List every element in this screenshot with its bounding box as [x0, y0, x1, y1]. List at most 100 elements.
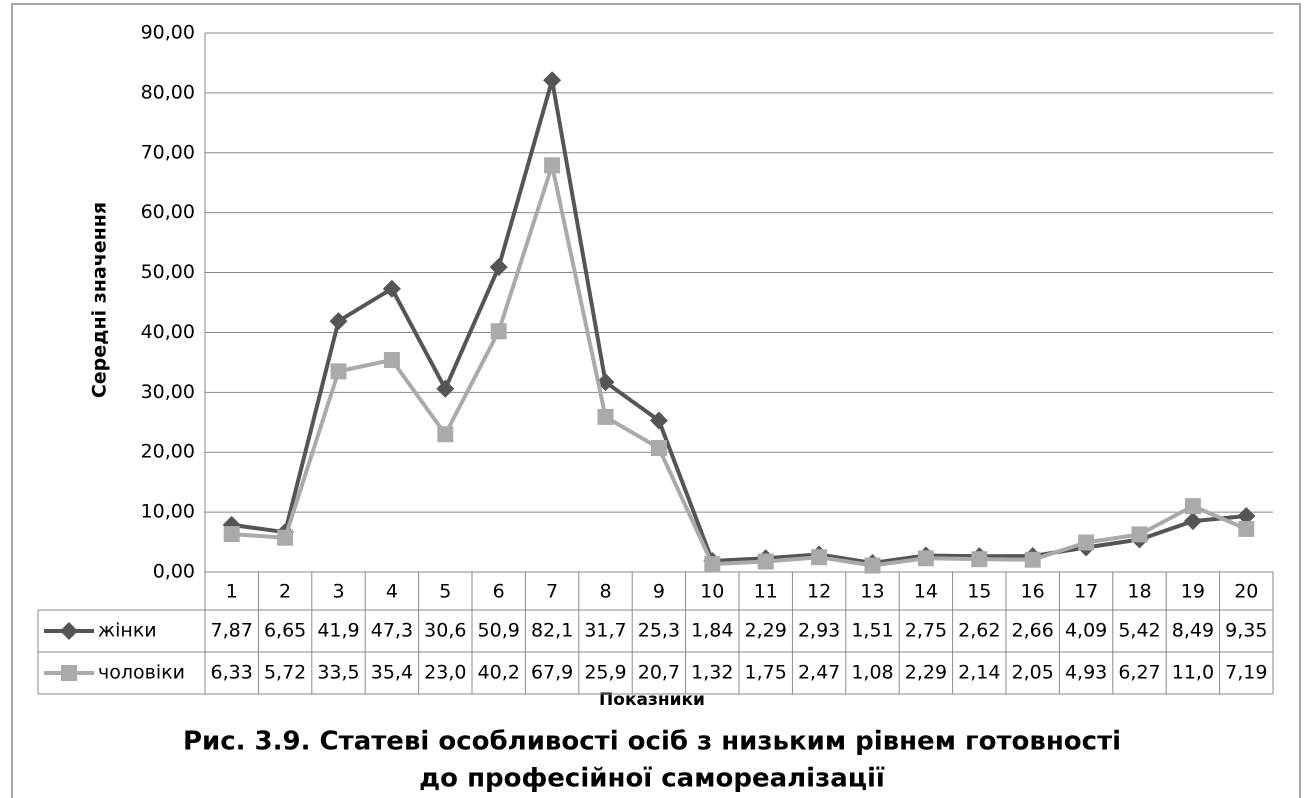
series-line — [231, 78, 1247, 565]
marker — [757, 553, 774, 570]
marker — [382, 279, 401, 298]
data-label: 41,9 — [317, 620, 359, 642]
x-tick-label: 7 — [546, 581, 558, 603]
y-tick-label: 0,00 — [153, 561, 195, 583]
y-tick-label: 90,00 — [141, 22, 195, 44]
marker — [383, 351, 400, 368]
legend-label: жінки — [98, 620, 157, 642]
x-tick-label: 12 — [807, 581, 831, 603]
marker — [971, 551, 988, 568]
marker — [917, 550, 934, 567]
data-label: 25,3 — [638, 620, 680, 642]
x-tick-label: 13 — [860, 581, 884, 603]
x-axis-label: Показники — [599, 690, 705, 710]
y-tick-label: 50,00 — [141, 261, 195, 283]
x-tick-label: 17 — [1074, 581, 1098, 603]
x-tick-label: 9 — [653, 581, 665, 603]
marker — [864, 557, 881, 574]
data-label: 23,0 — [424, 662, 466, 684]
data-label: 7,19 — [1225, 662, 1267, 684]
y-tick-label: 30,00 — [141, 381, 195, 403]
marker — [543, 71, 562, 90]
x-tick-label: 15 — [967, 581, 991, 603]
data-label: 50,9 — [478, 620, 520, 642]
data-label: 5,42 — [1118, 620, 1160, 642]
marker — [1024, 551, 1041, 568]
data-label: 82,1 — [531, 620, 573, 642]
marker — [277, 529, 294, 546]
data-label: 7,87 — [211, 620, 253, 642]
data-label: 1,08 — [851, 662, 893, 684]
marker — [330, 363, 347, 380]
marker — [544, 157, 561, 174]
marker — [1184, 498, 1201, 515]
data-label: 2,75 — [905, 620, 947, 642]
x-tick-label: 10 — [700, 581, 724, 603]
marker — [489, 258, 508, 277]
y-tick-label: 20,00 — [141, 441, 195, 463]
y-tick-label: 80,00 — [141, 81, 195, 103]
data-label: 20,7 — [638, 662, 680, 684]
chart-frame — [11, 3, 1301, 798]
data-label: 9,35 — [1225, 620, 1267, 642]
marker — [811, 549, 828, 566]
x-tick-label: 3 — [332, 581, 344, 603]
data-label: 2,47 — [798, 662, 840, 684]
x-tick-label: 19 — [1181, 581, 1205, 603]
data-label: 2,14 — [958, 662, 1000, 684]
marker — [649, 411, 668, 430]
y-tick-label: 10,00 — [141, 501, 195, 523]
marker — [1237, 507, 1256, 526]
x-tick-label: 8 — [599, 581, 611, 603]
data-label: 1,51 — [851, 620, 893, 642]
data-label: 1,75 — [745, 662, 787, 684]
x-tick-label: 1 — [226, 581, 238, 603]
data-label: 2,29 — [905, 662, 947, 684]
data-label: 11,0 — [1172, 662, 1214, 684]
x-tick-label: 4 — [386, 581, 398, 603]
y-tick-label: 40,00 — [141, 321, 195, 343]
legend-key-marker — [61, 665, 77, 681]
y-axis-label: Середні значення — [89, 202, 111, 398]
x-tick-label: 5 — [439, 581, 451, 603]
data-label: 6,65 — [264, 620, 306, 642]
marker — [223, 526, 240, 543]
data-label: 2,93 — [798, 620, 840, 642]
legend-key-marker — [60, 622, 78, 640]
data-label: 2,62 — [958, 620, 1000, 642]
x-tick-label: 20 — [1234, 581, 1258, 603]
data-label: 33,5 — [317, 662, 359, 684]
caption: Рис. 3.9. Статеві особливості осіб з низ… — [183, 727, 1121, 757]
caption: до професійної самореалізації — [419, 764, 885, 794]
data-label: 67,9 — [531, 662, 573, 684]
data-label: 2,29 — [745, 620, 787, 642]
marker — [704, 556, 721, 573]
data-label: 5,72 — [264, 662, 306, 684]
x-tick-label: 16 — [1021, 581, 1045, 603]
data-label: 47,3 — [371, 620, 413, 642]
x-tick-label: 18 — [1127, 581, 1151, 603]
x-tick-label: 11 — [754, 581, 778, 603]
y-tick-label: 60,00 — [141, 201, 195, 223]
data-label: 8,49 — [1172, 620, 1214, 642]
marker — [1078, 534, 1095, 551]
legend-label: чоловіки — [98, 662, 185, 684]
x-tick-label: 14 — [914, 581, 938, 603]
x-tick-label: 2 — [279, 581, 291, 603]
marker — [650, 440, 667, 457]
marker — [1238, 520, 1255, 537]
data-label: 35,4 — [371, 662, 413, 684]
marker — [436, 379, 455, 398]
data-label: 31,7 — [584, 620, 626, 642]
data-label: 2,66 — [1012, 620, 1054, 642]
data-label: 1,32 — [691, 662, 733, 684]
marker — [437, 426, 454, 443]
data-label: 6,33 — [211, 662, 253, 684]
data-label: 30,6 — [424, 620, 466, 642]
x-tick-label: 6 — [493, 581, 505, 603]
marker — [1131, 526, 1148, 543]
marker — [329, 312, 348, 331]
data-label: 40,2 — [478, 662, 520, 684]
marker — [1183, 512, 1202, 531]
